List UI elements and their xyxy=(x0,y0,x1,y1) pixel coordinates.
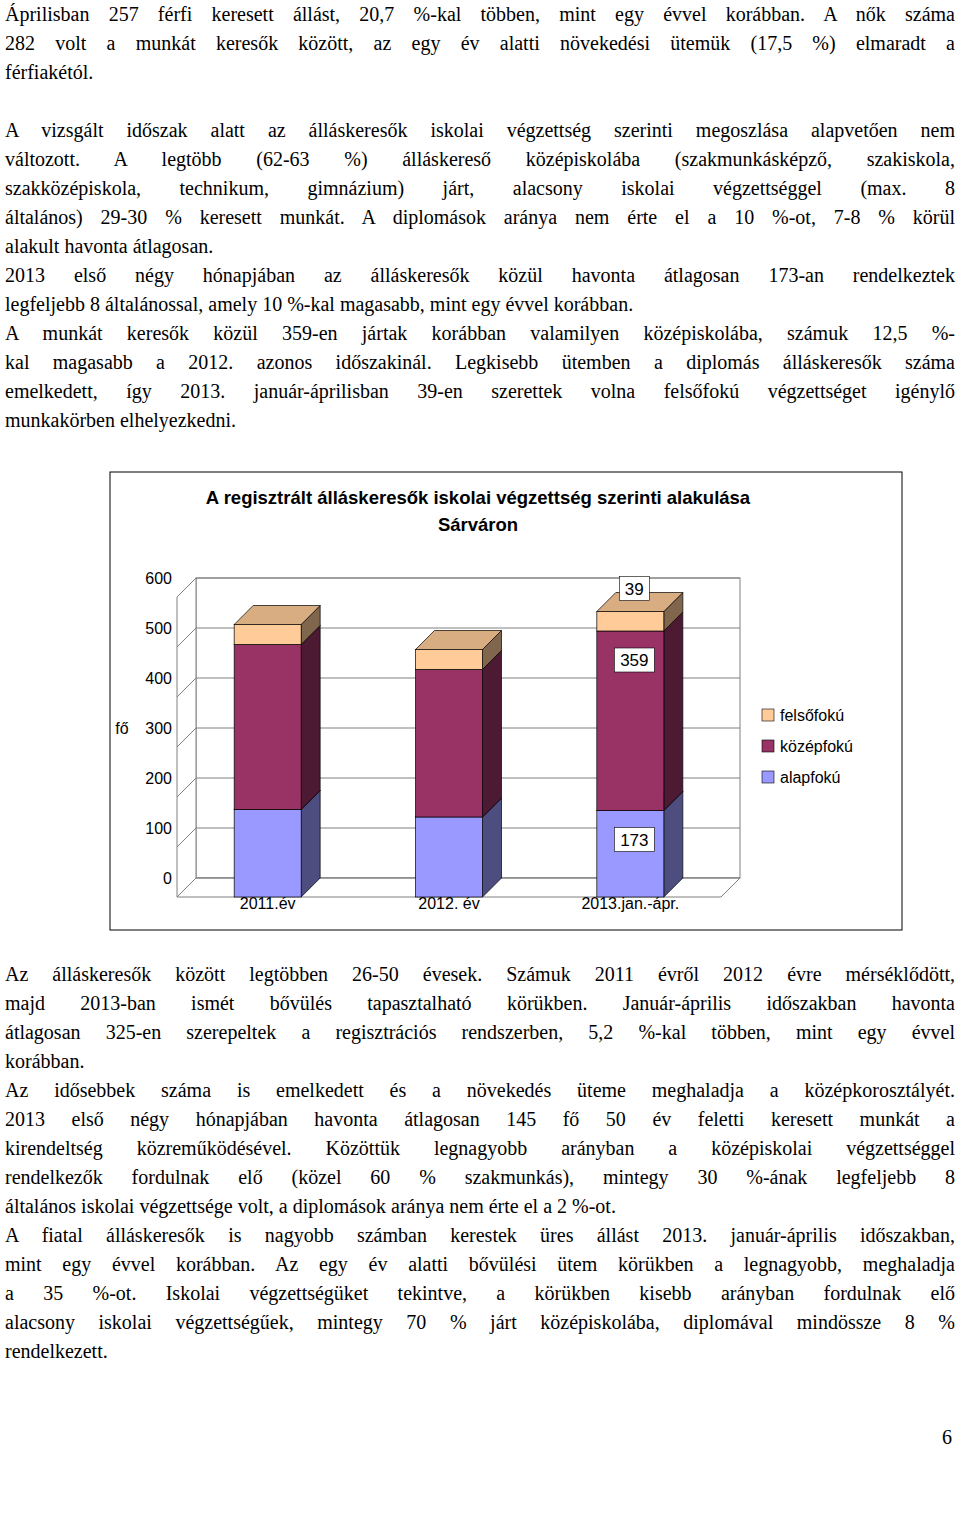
data-labels: 173 359 39 xyxy=(614,577,654,852)
text-line: férfiakétól. xyxy=(5,58,955,87)
text-line: A munkát keresők közül 359-en jártak kor… xyxy=(5,319,955,348)
text-line: emelkedett, így 2013. január-áprilisban … xyxy=(5,377,955,406)
bar-segment xyxy=(597,612,683,811)
bar-top xyxy=(234,606,320,625)
paragraph: Az idősebbek száma is emelkedett és a nö… xyxy=(5,1076,955,1221)
tick-label: 0 xyxy=(163,870,172,887)
legend-label: középfokú xyxy=(780,738,853,755)
bar xyxy=(597,631,664,811)
legend: felsőfokú középfokú alapfokú xyxy=(762,707,853,786)
tick-label: 300 xyxy=(145,720,172,737)
bar-side xyxy=(301,626,320,810)
paragraph: A vizsgált időszak alatt az álláskeresők… xyxy=(5,116,955,261)
text-line: A vizsgált időszak alatt az álláskeresők… xyxy=(5,116,955,145)
text-line: általános iskolai végzettsége volt, a di… xyxy=(5,1192,955,1221)
data-label: 173 xyxy=(620,831,648,850)
text-line: rendelkezett. xyxy=(5,1337,955,1366)
bar-side xyxy=(483,651,502,818)
text-line: 2013 első négy hónapjában az álláskereső… xyxy=(5,261,955,290)
text-line: változott. A legtöbb (62-63 %) álláskere… xyxy=(5,145,955,174)
data-label: 39 xyxy=(625,580,644,599)
bars xyxy=(234,593,683,898)
text-line: majd 2013-ban ismét bővülés tapasztalhat… xyxy=(5,989,955,1018)
text-line: alacsony iskolai végzettségűek, mintegy … xyxy=(5,1308,955,1337)
tick-label: 600 xyxy=(145,570,172,587)
text-line: legfeljebb 8 általánossal, amely 10 %-ka… xyxy=(5,290,955,319)
text-line: A fiatal álláskeresők is nagyobb számban… xyxy=(5,1221,955,1250)
bar xyxy=(416,817,483,897)
tick-label: 400 xyxy=(145,670,172,687)
text-line: mint egy évvel korábban. Az egy év alatt… xyxy=(5,1250,955,1279)
text-line: 2013 első négy hónapjában havonta átlago… xyxy=(5,1105,955,1134)
text-block: Áprilisban 257 férfi keresett állást, 20… xyxy=(5,0,955,435)
text-line: korábban. xyxy=(5,1047,955,1076)
tick-label: 500 xyxy=(145,620,172,637)
bar-segment xyxy=(234,606,320,645)
text-line: 282 volt a munkát keresők között, az egy… xyxy=(5,29,955,58)
chart: A regisztrált álláskeresők iskolai végze… xyxy=(0,0,960,1513)
text-line: rendelkezők fordulnak elő (közel 60 % sz… xyxy=(5,1163,955,1192)
bar xyxy=(597,811,664,898)
bar-side xyxy=(664,612,683,811)
legend-label: alapfokú xyxy=(780,769,841,786)
bar xyxy=(416,670,483,818)
bar xyxy=(597,612,664,632)
data-label-box xyxy=(614,828,654,852)
page-number: 6 xyxy=(942,1426,952,1449)
text-line: kal magasabb a 2012. azonos időszakinál.… xyxy=(5,348,955,377)
data-label-box xyxy=(614,648,654,672)
axis-label: fő xyxy=(115,720,128,737)
paragraph: Az álláskeresők között legtöbben 26-50 é… xyxy=(5,960,955,1076)
paragraph: A fiatal álláskeresők is nagyobb számban… xyxy=(5,1221,955,1366)
text-line: Az idősebbek száma is emelkedett és a nö… xyxy=(5,1076,955,1105)
text-line: alakult havonta átlagosan. xyxy=(5,232,955,261)
text-line: általános) 29-30 % keresett munkát. A di… xyxy=(5,203,955,232)
bar xyxy=(416,650,483,670)
text-line: a 35 %-ot. Iskolai végzettségüket tekint… xyxy=(5,1279,955,1308)
data-label: 359 xyxy=(620,651,648,670)
legend-swatch xyxy=(762,740,774,752)
text-line: Az álláskeresők között legtöbben 26-50 é… xyxy=(5,960,955,989)
paragraph: Áprilisban 257 férfi keresett állást, 20… xyxy=(5,0,955,87)
bar-segment xyxy=(416,651,502,818)
legend-swatch xyxy=(762,771,774,783)
data-label-box xyxy=(619,577,649,601)
category-label: 2013.jan.-ápr. xyxy=(581,895,679,912)
text-line: kirendeltség közreműködésével. Közöttük … xyxy=(5,1134,955,1163)
bar-segment xyxy=(416,631,502,670)
chart-frame xyxy=(110,472,902,930)
bar-segment xyxy=(234,626,320,810)
paragraph: A munkát keresők közül 359-en jártak kor… xyxy=(5,319,955,435)
bar xyxy=(234,625,301,645)
text-line: Áprilisban 257 férfi keresett állást, 20… xyxy=(5,0,955,29)
text-line: munkakörben elhelyezkedni. xyxy=(5,406,955,435)
chart-title: A regisztrált álláskeresők iskolai végze… xyxy=(206,487,751,508)
paragraph: 2013 első négy hónapjában az álláskereső… xyxy=(5,261,955,319)
legend-swatch xyxy=(762,709,774,721)
bar xyxy=(234,810,301,898)
bar-top xyxy=(416,631,502,650)
tick-label: 100 xyxy=(145,820,172,837)
tick-label: 200 xyxy=(145,770,172,787)
text-line: átlagosan 325-en szerepeltek a regisztrá… xyxy=(5,1018,955,1047)
bar xyxy=(234,645,301,810)
legend-label: felsőfokú xyxy=(780,707,844,724)
text-block: Az álláskeresők között legtöbben 26-50 é… xyxy=(5,960,955,1366)
text-line: szakközépiskola, technikum, gimnázium) j… xyxy=(5,174,955,203)
category-label: 2012. év xyxy=(418,895,479,912)
category-label: 2011.év xyxy=(240,895,296,912)
paragraph-gap xyxy=(5,87,955,116)
chart-title: Sárváron xyxy=(438,514,518,535)
